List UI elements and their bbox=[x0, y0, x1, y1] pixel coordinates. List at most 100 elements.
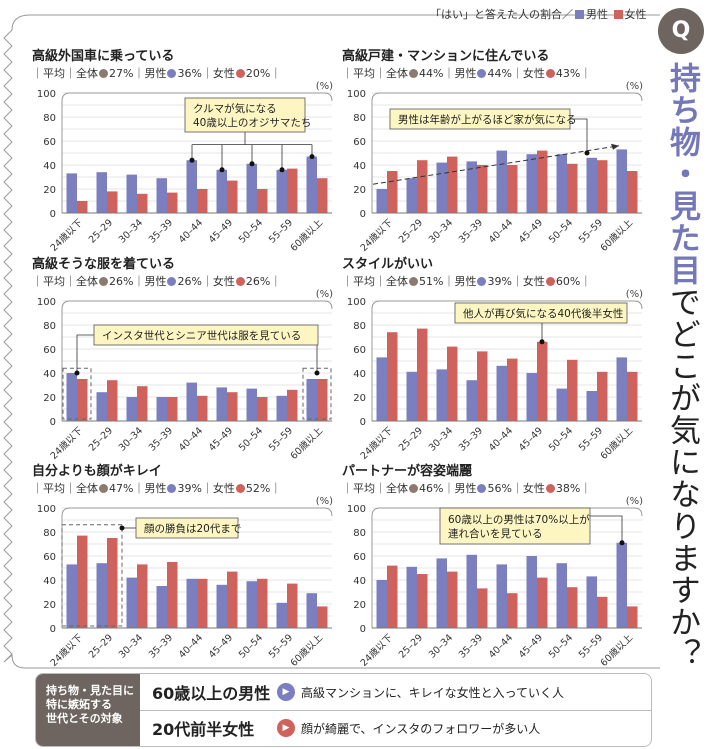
male-bar bbox=[306, 593, 317, 628]
female-bar bbox=[507, 358, 518, 421]
female-bar bbox=[387, 565, 398, 628]
female-bar bbox=[567, 163, 578, 213]
female-label: 女性 bbox=[212, 482, 235, 495]
female-bar bbox=[107, 380, 118, 421]
title-highlight: 持ち物・見た目 bbox=[664, 62, 700, 286]
plot-border bbox=[371, 507, 643, 628]
callout-box bbox=[184, 97, 306, 133]
x-tick-label: 55–59 bbox=[267, 425, 295, 453]
y-tick-label: 40 bbox=[353, 576, 366, 587]
y-tick-label: 80 bbox=[43, 113, 56, 124]
chart-panel: スタイルがいい ｜平均｜全体 51%｜男性 39%｜女性 60%｜ (%) 0 20 40 6… bbox=[342, 253, 647, 462]
callout-box bbox=[135, 517, 239, 539]
overall-avg: 44% bbox=[419, 67, 444, 80]
male-bar bbox=[616, 357, 627, 421]
male-bar bbox=[96, 563, 107, 628]
chart-title: 高級そうな服を着ている bbox=[32, 257, 176, 272]
overall-label: 全体 bbox=[76, 275, 98, 288]
callout-box bbox=[454, 302, 628, 324]
female-dot bbox=[235, 277, 245, 286]
x-tick-label: 24歳以下 bbox=[358, 217, 395, 254]
chart-averages: ｜平均｜全体 26%｜男性 26%｜女性 26%｜ bbox=[32, 275, 282, 288]
female-bar bbox=[107, 191, 118, 213]
callout-text: 連れ合いを見ている bbox=[448, 527, 543, 540]
female-bar bbox=[287, 168, 298, 213]
y-tick-label: 80 bbox=[353, 113, 366, 124]
female-bar bbox=[567, 587, 578, 628]
summary-label: 持ち物・見た目に 特に嫉妬する 世代とその対象 bbox=[36, 674, 140, 746]
y-tick-label: 100 bbox=[37, 89, 56, 100]
female-bar bbox=[387, 171, 398, 213]
x-tick-label: 60歳以上 bbox=[288, 216, 326, 254]
x-tick-label: 55–59 bbox=[267, 217, 295, 245]
female-bar bbox=[317, 379, 328, 421]
leader-dot bbox=[309, 154, 315, 160]
female-bar bbox=[227, 571, 238, 628]
x-tick-label: 30–34 bbox=[117, 632, 145, 660]
y-tick-label: 20 bbox=[353, 393, 366, 404]
x-tick-label: 45–49 bbox=[517, 217, 545, 245]
bar-chart: 0 20 40 60 80 100 24歳以下 25–29 30–34 35–39 40–44 45–… bbox=[347, 297, 643, 462]
female-bar bbox=[477, 351, 488, 421]
bar-chart: 0 20 40 60 80 100 24歳以下 25–29 30–34 35–39 40–44 45–… bbox=[347, 89, 643, 254]
female-swatch bbox=[613, 10, 623, 19]
female-bar bbox=[627, 371, 638, 421]
x-tick-label: 60歳以上 bbox=[598, 216, 636, 254]
summary-box: 持ち物・見た目に 特に嫉妬する 世代とその対象 60歳以上の男性 ▶ 高級マンシ… bbox=[35, 673, 652, 747]
chart-averages: ｜平均｜全体 44%｜男性 44%｜女性 43%｜ bbox=[342, 67, 592, 80]
leader-dot bbox=[249, 161, 255, 167]
female-bar bbox=[317, 178, 328, 213]
male-avg: 36% bbox=[177, 67, 202, 80]
chart-averages: ｜平均｜全体 51%｜男性 39%｜女性 60%｜ bbox=[342, 275, 592, 288]
bar-chart: 0 20 40 60 80 100 24歳以下 25–29 30–34 35–39 40–44 45–… bbox=[347, 504, 643, 669]
x-tick-label: 60歳以上 bbox=[598, 631, 636, 669]
female-avg: 26% bbox=[245, 275, 271, 288]
male-bar bbox=[306, 379, 317, 421]
male-bar bbox=[616, 542, 627, 628]
unit-label: (%) bbox=[625, 81, 643, 92]
female-bar bbox=[257, 189, 268, 213]
x-tick-label: 35–39 bbox=[457, 217, 485, 245]
female-bar bbox=[167, 397, 178, 421]
summary-group: 20代前半女性 bbox=[152, 720, 255, 739]
x-tick-label: 30–34 bbox=[427, 217, 455, 245]
x-tick-label: 25–29 bbox=[397, 217, 425, 245]
play-icon: ▶ bbox=[277, 683, 295, 701]
leader-dot bbox=[189, 157, 195, 163]
leader-line bbox=[76, 334, 94, 373]
x-tick-label: 24歳以下 bbox=[48, 632, 85, 669]
male-bar bbox=[66, 373, 77, 421]
x-tick-label: 50–54 bbox=[237, 632, 265, 660]
callout-box bbox=[439, 507, 591, 545]
chart-panel: パートナーが容姿端麗 ｜平均｜全体 46%｜男性 56%｜女性 38%｜ (%) 0 20… bbox=[342, 460, 647, 669]
male-bar bbox=[406, 371, 417, 421]
female-label: 女性 bbox=[522, 67, 545, 80]
y-tick-label: 80 bbox=[43, 528, 56, 539]
x-tick-label: 50–54 bbox=[237, 217, 265, 245]
leader-dot bbox=[119, 525, 125, 531]
callout-text: 顔の勝負は20代まで bbox=[144, 522, 241, 535]
overall-dot bbox=[409, 69, 418, 78]
female-bar bbox=[137, 564, 148, 628]
female-label: 女性 bbox=[522, 482, 545, 495]
overall-dot bbox=[409, 484, 418, 493]
male-bar bbox=[276, 169, 287, 213]
male-dot bbox=[167, 69, 177, 78]
callout-box bbox=[389, 108, 571, 130]
male-bar bbox=[466, 161, 477, 213]
male-bar bbox=[586, 576, 597, 628]
female-avg: 43% bbox=[555, 67, 581, 80]
male-bar bbox=[216, 169, 227, 213]
female-bar bbox=[197, 189, 208, 213]
avg-label: 平均 bbox=[43, 275, 65, 288]
leader-dot bbox=[74, 370, 80, 376]
bar-chart: 0 20 40 60 80 100 24歳以下 25–29 30–34 35–39 40–44 45–… bbox=[37, 89, 333, 254]
male-bar bbox=[616, 149, 627, 213]
female-bar bbox=[447, 346, 458, 421]
x-tick-label: 25–29 bbox=[397, 425, 425, 453]
y-tick-label: 40 bbox=[43, 161, 56, 172]
y-tick-label: 60 bbox=[43, 137, 56, 148]
female-bar bbox=[417, 574, 428, 628]
overall-label: 全体 bbox=[386, 275, 408, 288]
